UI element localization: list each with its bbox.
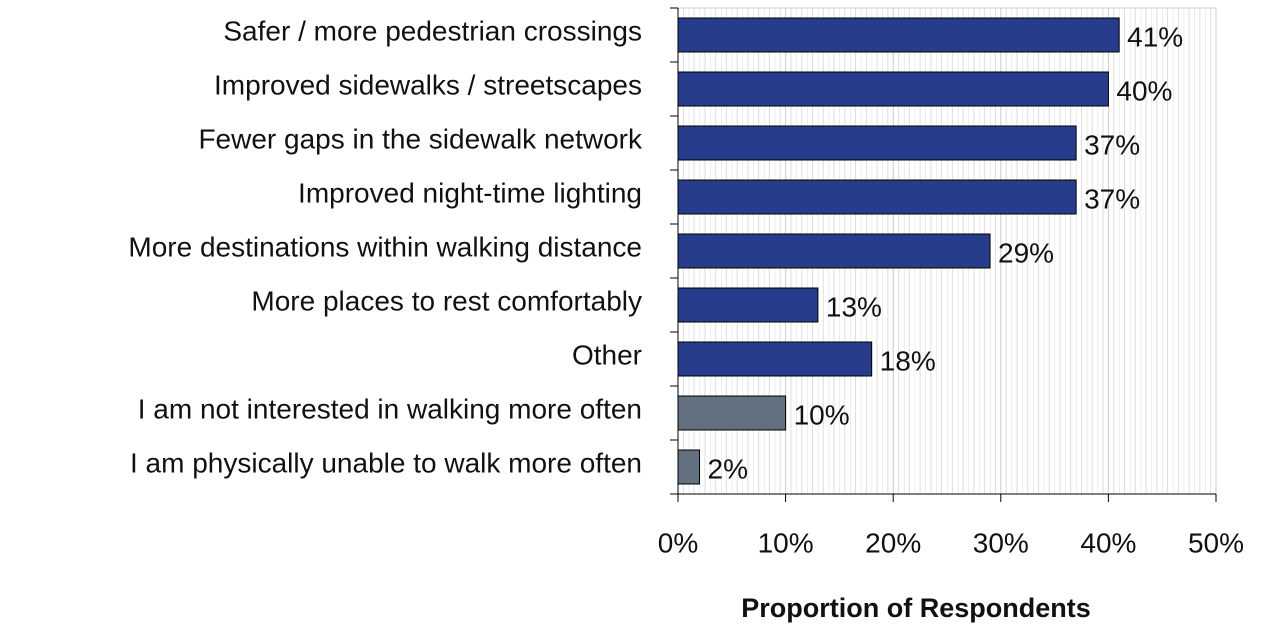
x-axis-title: Proportion of Respondents [741, 593, 1090, 623]
y-tick-label: Fewer gaps in the sidewalk network [198, 123, 643, 154]
value-label: 13% [826, 291, 882, 322]
bar [677, 71, 1109, 107]
x-tick-label: 30% [973, 527, 1029, 558]
bar [677, 341, 873, 377]
x-tick-label: 20% [865, 527, 921, 558]
bar [677, 287, 819, 323]
x-tick-label: 10% [758, 527, 814, 558]
value-label: 40% [1116, 75, 1172, 106]
y-tick-label: More places to rest comfortably [251, 285, 642, 316]
value-label: 37% [1084, 183, 1140, 214]
bar [677, 449, 701, 485]
value-label: 41% [1127, 21, 1183, 52]
bar [677, 179, 1077, 215]
bar [677, 125, 1077, 161]
x-tick-label: 40% [1080, 527, 1136, 558]
bar [677, 395, 787, 431]
value-label: 37% [1084, 129, 1140, 160]
y-tick-label: Safer / more pedestrian crossings [223, 15, 642, 46]
y-tick-label: I am not interested in walking more ofte… [138, 393, 642, 424]
bar [677, 17, 1120, 53]
x-tick-label: 0% [658, 527, 698, 558]
value-label: 2% [708, 453, 748, 484]
value-label: 29% [998, 237, 1054, 268]
value-label: 10% [794, 399, 850, 430]
y-tick-label: Improved sidewalks / streetscapes [214, 69, 642, 100]
y-tick-label: Improved night-time lighting [298, 177, 642, 208]
bar [677, 233, 991, 269]
y-tick-label: I am physically unable to walk more ofte… [130, 447, 642, 478]
y-tick-label: More destinations within walking distanc… [128, 231, 642, 262]
y-tick-label: Other [572, 339, 642, 370]
value-label: 18% [880, 345, 936, 376]
x-tick-label: 50% [1188, 527, 1244, 558]
